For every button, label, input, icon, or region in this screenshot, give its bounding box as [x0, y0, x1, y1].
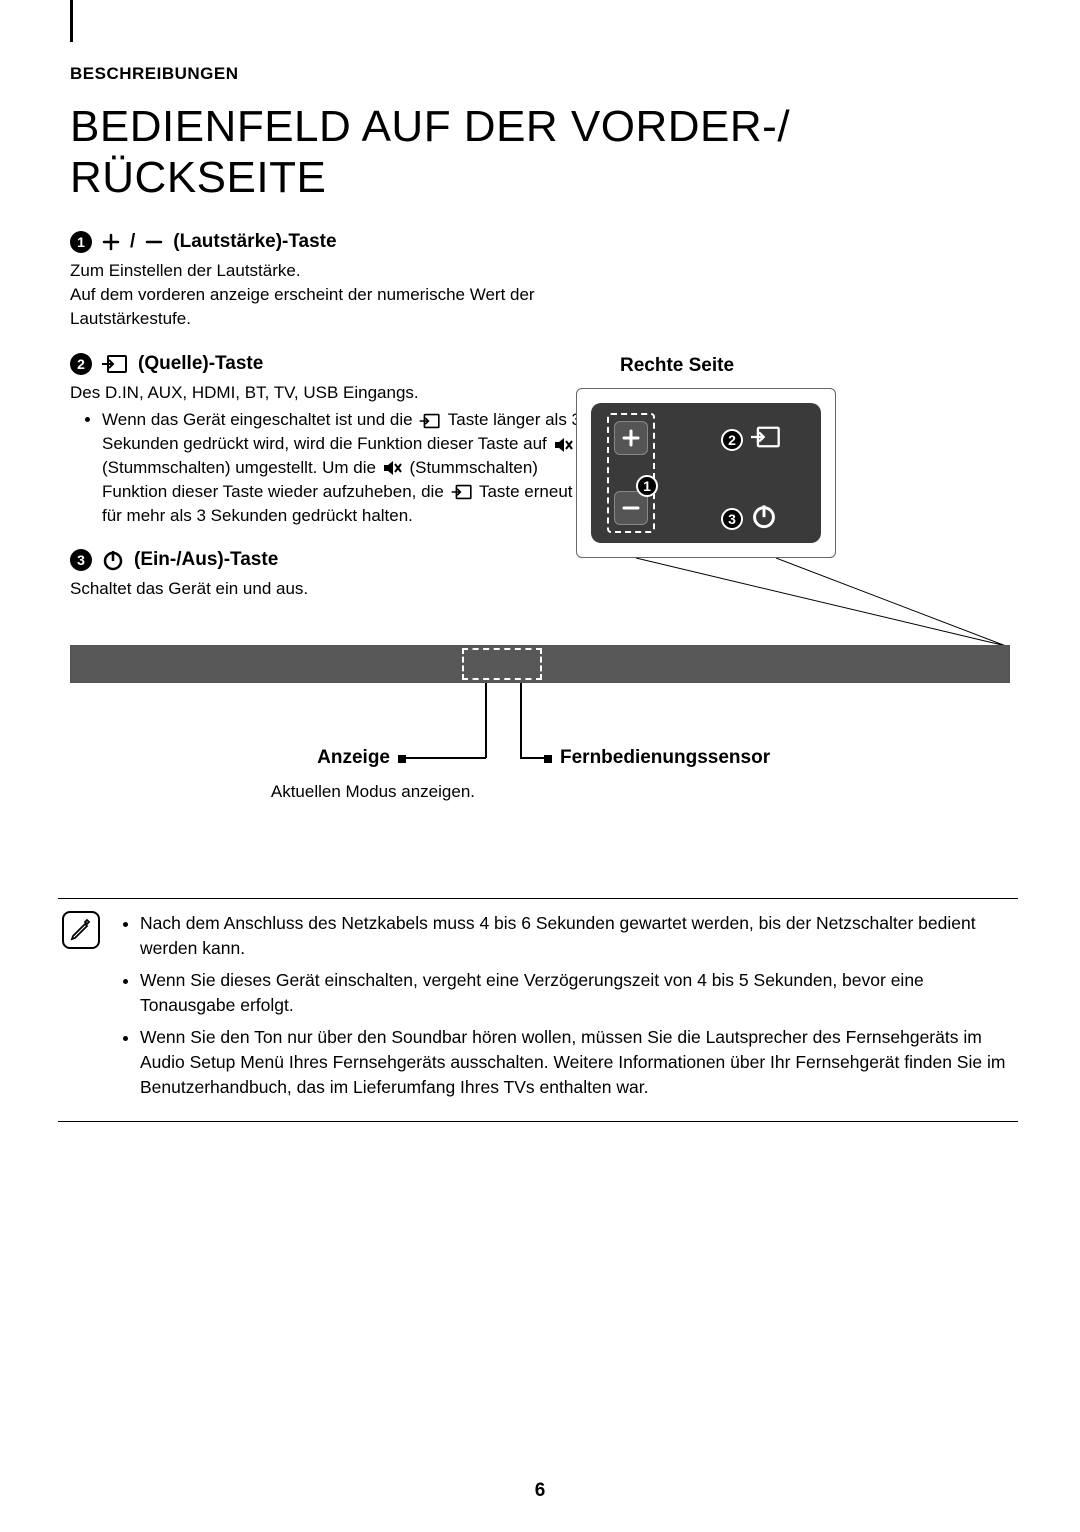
note-3: Wenn Sie den Ton nur über den Soundbar h… [140, 1025, 1014, 1101]
fern-pointer-v [520, 683, 522, 758]
right-side-label: Rechte Seite [620, 355, 734, 377]
source-inline-icon [419, 413, 441, 429]
plus-icon [102, 233, 120, 251]
panel-power-icon [751, 503, 777, 534]
panel-source-icon [751, 425, 781, 454]
page-number: 6 [0, 1480, 1080, 1502]
note-1: Nach dem Anschluss des Netzkabels muss 4… [140, 911, 1014, 962]
source-inline-icon-2 [451, 484, 473, 500]
badge-3: 3 [70, 549, 92, 571]
section-label: BESCHREIBUNGEN [70, 64, 1010, 84]
item-2-bullets: Wenn das Gerät eingeschaltet ist und die… [70, 408, 590, 527]
item-2-desc: Des D.IN, AUX, HDMI, BT, TV, USB Eingang… [70, 381, 590, 405]
note-icon [62, 911, 100, 949]
soundbar-sensor-area [462, 648, 542, 680]
notes-region: Nach dem Anschluss des Netzkabels muss 4… [58, 898, 1018, 1122]
b2a: Wenn das Gerät eingeschaltet ist und die [102, 410, 413, 429]
item-2-title: (Quelle)-Taste [138, 353, 263, 375]
item-1-heading: 1 / (Lautstärke)-Taste [70, 231, 1010, 253]
panel-label-2: 2 [721, 425, 781, 454]
control-panel-diagram: 1 2 3 [576, 388, 836, 558]
mute-inline-icon [554, 437, 574, 453]
callout-line [576, 558, 1016, 650]
anzeige-pointer-v [485, 683, 487, 758]
item-3-title: (Ein-/Aus)-Taste [134, 549, 278, 571]
item-3-desc: Schaltet das Gerät ein und aus. [70, 577, 590, 601]
badge-1: 1 [70, 231, 92, 253]
volume-button-group [607, 413, 655, 533]
item-2-heading: 2 (Quelle)-Taste [70, 353, 1010, 375]
notes-hr-bottom [58, 1121, 1018, 1122]
item-1-desc1: Zum Einstellen der Lautstärke. [70, 259, 590, 283]
panel-num-2-text: 2 [721, 429, 743, 451]
badge-2: 2 [70, 353, 92, 375]
fern-label: Fernbedienungssensor [560, 747, 770, 769]
anzeige-pointer-h [406, 757, 486, 759]
header-rule-mark [70, 0, 73, 42]
source-icon [102, 354, 128, 374]
volume-plus-button [614, 421, 648, 455]
anzeige-desc: Aktuellen Modus anzeigen. [215, 782, 475, 802]
anzeige-label: Anzeige [280, 747, 390, 769]
anzeige-endpoint [398, 755, 406, 763]
panel-badge-1: 1 [636, 475, 658, 497]
note-2: Wenn Sie dieses Gerät einschalten, verge… [140, 968, 1014, 1019]
title-line1: BEDIENFELD AUF DER VORDER-/ [70, 102, 790, 151]
page-title: BEDIENFELD AUF DER VORDER-/ RÜCKSEITE [70, 102, 1010, 203]
mute-inline-icon-2 [383, 460, 403, 476]
slash: / [130, 231, 135, 253]
b2c: (Stummschalten) umgestellt. Um die [102, 458, 376, 477]
fern-endpoint [544, 755, 552, 763]
panel-label-3: 3 [721, 503, 777, 534]
minus-icon [145, 233, 163, 251]
panel-num-3-text: 3 [721, 508, 743, 530]
button-pad: 1 2 3 [591, 403, 821, 543]
notes-body: Nach dem Anschluss des Netzkabels muss 4… [58, 899, 1018, 1121]
item-1-desc2: Auf dem vorderen anzeige erscheint der n… [70, 283, 590, 331]
panel-num-1-text: 1 [636, 475, 658, 497]
notes-list: Nach dem Anschluss des Netzkabels muss 4… [118, 911, 1014, 1107]
item-1-title: (Lautstärke)-Taste [173, 231, 336, 253]
power-icon [102, 549, 124, 571]
title-line2: RÜCKSEITE [70, 153, 326, 202]
item-2-bullet: Wenn das Gerät eingeschaltet ist und die… [102, 408, 590, 527]
